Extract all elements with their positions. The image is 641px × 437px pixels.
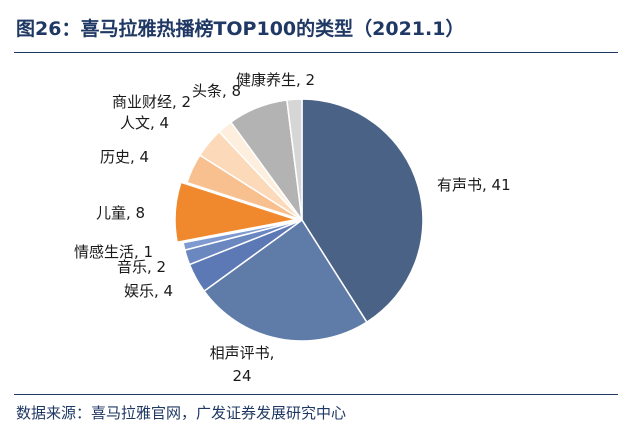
slice-label-4: 音乐, 2: [117, 258, 166, 276]
slice-label-9: 商业财经, 2: [112, 93, 191, 111]
slice-label-1: 有声书, 41: [437, 176, 511, 194]
slice-label-3: 娱乐, 4: [124, 282, 173, 300]
source-divider: [14, 394, 618, 395]
pie-slice-5: [182, 219, 303, 252]
pie-slice-2: [203, 218, 368, 342]
pie-slices: [174, 98, 424, 342]
slice-label-11: 健康养生, 2: [236, 71, 315, 89]
slice-label-6: 儿童, 8: [96, 204, 145, 222]
slice-label-5: 情感生活, 1: [74, 243, 153, 261]
slice-label-2: 相声评书, 24: [210, 344, 275, 385]
figure-title: 图26：喜马拉雅热播榜TOP100的类型（2021.1）: [16, 18, 465, 40]
pie-slice-6: [174, 181, 297, 244]
slice-label-7: 历史, 4: [100, 148, 149, 166]
pie-slice-11: [285, 98, 303, 221]
title-divider: [14, 52, 618, 53]
slice-label-8: 人文, 4: [120, 114, 169, 132]
source-note: 数据来源：喜马拉雅官网，广发证券发展研究中心: [16, 404, 347, 422]
slice-label-10: 头条, 8: [192, 82, 241, 100]
